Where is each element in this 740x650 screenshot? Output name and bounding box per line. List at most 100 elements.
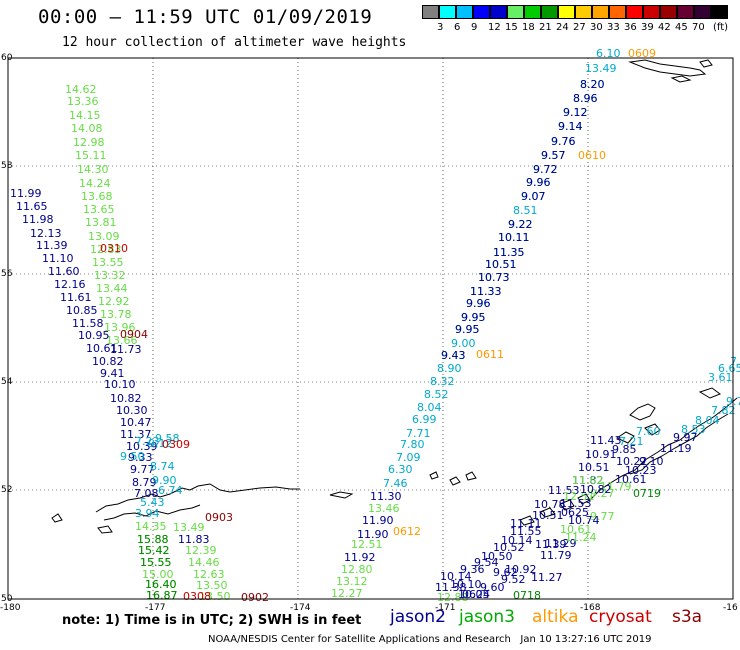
coastline [51, 59, 738, 534]
wave-height-value: 12.83 [90, 243, 122, 256]
wave-height-value: 9.97 [673, 431, 698, 444]
wave-height-value: 13.12 [336, 575, 368, 588]
wave-height-value: 13.44 [96, 282, 128, 295]
wave-height-value: 10.22 [616, 455, 648, 468]
wave-height-value: 11.29 [545, 537, 577, 550]
wave-height-value: 10.50 [481, 550, 513, 563]
wave-height-value: 5.43 [140, 496, 165, 509]
peninsula-islands-3 [698, 387, 722, 399]
scale-label: 39 [641, 22, 654, 33]
wave-height-value: 9.72 [533, 163, 558, 176]
wave-height-value: 15.88 [137, 533, 169, 546]
scale-label: 24 [556, 22, 569, 33]
wave-height-value: 11.61 [60, 291, 92, 304]
aleutian-east-4 [519, 515, 535, 526]
scale-swatch [643, 5, 660, 19]
longitude-label: -171 [435, 603, 455, 613]
wave-height-value: 14.15 [69, 109, 101, 122]
wave-height-value: 10.74 [568, 514, 600, 527]
pass-time-label: 0903 [205, 511, 233, 524]
wave-height-value: 8.51 [513, 204, 538, 217]
wave-height-value: 10.47 [120, 416, 152, 429]
wave-height-value: 7.71 [406, 427, 431, 440]
wave-height-value: 12.92 [98, 295, 130, 308]
wave-height-value: 9.96 [466, 297, 491, 310]
wave-height-value: 10.23 [625, 464, 657, 477]
wave-height-value: 11.79 [540, 549, 572, 562]
wave-height-value: 9.52 [501, 573, 526, 586]
scale-swatch [490, 5, 507, 19]
wave-height-value: 14.35 [135, 520, 167, 533]
wave-height-value: 10.05 [458, 588, 490, 601]
wave-height-value: 14.08 [71, 122, 103, 135]
scale-swatch [541, 5, 558, 19]
wave-height-value: 9.95 [455, 323, 480, 336]
wave-height-value: 9.12 [563, 106, 588, 119]
wave-height-value: 8.53 [681, 423, 706, 436]
wave-height-value: 11.19 [660, 442, 692, 455]
wave-height-value: 14.24 [79, 177, 111, 190]
scale-label: 18 [522, 22, 535, 33]
wave-height-value: 9.36 [460, 563, 485, 576]
wave-height-value: 10.85 [66, 304, 98, 317]
longitude-label: -168 [580, 603, 601, 613]
pass-time-label: 0609 [628, 47, 656, 60]
wave-height-value: 12.80 [341, 563, 373, 576]
scale-swatch [524, 5, 541, 19]
wave-height-value: 10.10 [104, 378, 136, 391]
scale-swatch [677, 5, 694, 19]
wave-height-value: 11.55 [510, 525, 542, 538]
wave-height-value: 11.33 [470, 285, 502, 298]
wave-height-value: 6.74 [158, 484, 183, 497]
wave-height-value: 9.58 [155, 432, 180, 445]
scale-swatch [439, 5, 456, 19]
wave-height-value: 7.21 [619, 435, 644, 448]
scale-swatch [660, 5, 677, 19]
wave-height-value: 11.99 [10, 187, 42, 200]
pribilof-2 [670, 75, 692, 83]
pass-time-label: 0310 [100, 242, 128, 255]
wave-height-value: 15.55 [140, 556, 172, 569]
wave-height-value: 13.32 [94, 269, 126, 282]
wave-height-value: 9.14 [558, 120, 583, 133]
wave-height-value: 8.32 [430, 375, 455, 388]
wave-height-value: 11.65 [16, 200, 48, 213]
wave-height-value: 9.00 [451, 337, 476, 350]
pass-time-label: 0612 [393, 525, 421, 538]
satellite-jason2: jason2 [390, 607, 446, 627]
wave-height-value: 9.33 [128, 451, 153, 464]
wave-height-value: 12.16 [54, 278, 86, 291]
scale-swatch [422, 5, 439, 19]
alaska-peninsula-inner [629, 413, 729, 475]
wave-height-value: 13.49 [585, 62, 617, 75]
pass-time-label: 0308 [183, 590, 211, 603]
wave-height-value: 9.07 [521, 190, 546, 203]
wave-height-value: 13.36 [67, 95, 99, 108]
wave-height-value: 13.46 [368, 502, 400, 515]
scale-unit: (ft) [713, 22, 729, 33]
wave-height-value: 7.08 [134, 487, 159, 500]
wave-height-value: 11.83 [178, 533, 210, 546]
scale-label: 3 [437, 22, 444, 33]
scale-swatch [473, 5, 490, 19]
alaska-peninsula-coast [589, 397, 738, 501]
wave-height-value: 3.94 [135, 507, 160, 520]
wave-height-value: 10.51 [532, 509, 564, 522]
wave-height-value: 9.43 [441, 349, 466, 362]
wave-height-value: 10.92 [505, 563, 537, 576]
scale-label: 15 [505, 22, 518, 33]
wave-height-value: 10.14 [501, 534, 533, 547]
wave-height-value: 12.27 [331, 587, 363, 600]
wave-height-value: 11.38 [435, 581, 467, 594]
peninsula-islands-2 [644, 423, 661, 436]
map-frame [7, 57, 734, 600]
wave-height-value: 10.52 [493, 541, 525, 554]
wave-height-value: 7.46 [383, 477, 408, 490]
wave-height-value: 13.65 [83, 203, 115, 216]
wave-height-value: 10.73 [478, 271, 510, 284]
aleutian-mid-3 [429, 471, 439, 480]
wave-height-value: 11.53 [560, 497, 592, 510]
wave-height-value: 9.85 [612, 443, 637, 456]
wave-height-value: 15.00 [142, 568, 174, 581]
wave-height-value: 11.62 [572, 474, 604, 487]
